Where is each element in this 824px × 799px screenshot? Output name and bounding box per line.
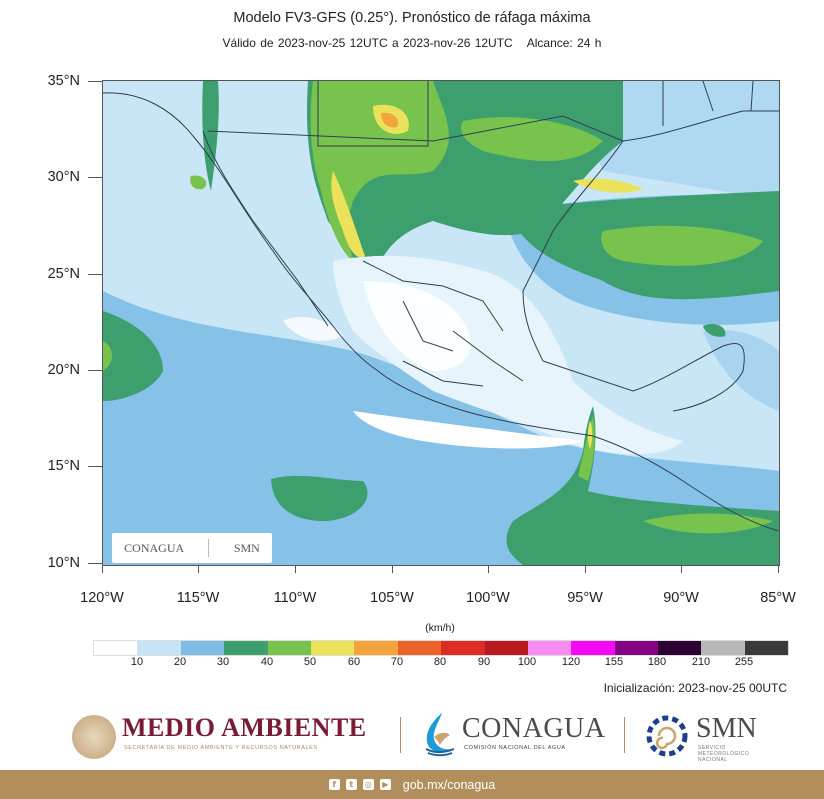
colorbar-swatch	[94, 641, 138, 655]
initialization-time: Inicialización: 2023-nov-25 00UTC	[603, 681, 787, 695]
colorbar-label: 40	[260, 656, 274, 668]
lon-label: 115°W	[176, 590, 220, 606]
colorbar-swatch	[137, 641, 181, 655]
conagua-subtitle: COMISIÓN NACIONAL DEL AGUA	[464, 745, 566, 751]
colorbar-label: 30	[216, 656, 230, 668]
smn-logo-icon	[646, 715, 688, 757]
smn-subtitle: SERVICIO METEOROLÓGICO NACIONAL	[698, 745, 750, 763]
lon-tick	[295, 565, 296, 573]
facebook-icon[interactable]: f	[328, 779, 340, 790]
valid-period: Válido de 2023-nov-25 12UTC a 2023-nov-2…	[222, 36, 513, 50]
lon-label: 100°W	[466, 590, 510, 606]
lon-label: 85°W	[760, 590, 796, 606]
colorbar-swatch	[701, 641, 745, 655]
medio-ambiente-subtitle: SECRETARÍA DE MEDIO AMBIENTE Y RECURSOS …	[124, 745, 318, 751]
lon-label: 120°W	[80, 590, 124, 606]
colorbar-swatch	[224, 641, 268, 655]
conagua-title: CONAGUA	[462, 713, 606, 744]
lat-tick	[88, 81, 102, 82]
lon-tick	[392, 565, 393, 573]
lat-tick	[88, 370, 102, 371]
colorbar-swatch	[397, 641, 442, 655]
lon-tick	[198, 565, 199, 573]
colorbar-labels: 10 20 30 40 50 60 70 80 90 100 120 155 1…	[0, 656, 824, 672]
medio-ambiente-title: MEDIO AMBIENTE	[122, 713, 367, 742]
footer-bar: f t ◎ ▶ gob.mx/conagua	[0, 770, 824, 799]
colorbar-label: 155	[604, 656, 624, 668]
lon-label: 110°W	[273, 590, 317, 606]
map-title: Modelo FV3-GFS (0.25°). Pronóstico de rá…	[233, 10, 591, 26]
conagua-logo-icon	[425, 713, 455, 757]
lat-label: 15°N	[47, 458, 80, 474]
colorbar-swatch	[744, 641, 789, 655]
wind-gust-map	[102, 80, 780, 566]
lon-tick	[585, 565, 586, 573]
colorbar-label: 90	[477, 656, 491, 668]
map-inset-logos: CONAGUA SMN	[112, 533, 272, 563]
lat-label: 20°N	[47, 362, 80, 378]
footer-url-link[interactable]: gob.mx/conagua	[402, 777, 496, 792]
lat-tick	[88, 563, 102, 564]
colorbar-unit: (km/h)	[425, 622, 455, 634]
colorbar-swatch	[267, 641, 311, 655]
lon-tick	[778, 565, 779, 573]
lat-tick	[88, 274, 102, 275]
inset-smn-logo: SMN	[233, 540, 260, 555]
logo-divider	[400, 717, 401, 753]
map-graphic	[103, 81, 779, 565]
lon-label: 95°W	[567, 590, 603, 606]
colorbar-label: 10	[130, 656, 144, 668]
colorbar-swatch	[354, 641, 398, 655]
colorbar-swatch	[310, 641, 355, 655]
logo-divider	[624, 717, 625, 753]
colorbar-label: 80	[433, 656, 447, 668]
colorbar-label: 60	[347, 656, 361, 668]
colorbar-label: 20	[173, 656, 187, 668]
colorbar-swatch	[658, 641, 702, 655]
youtube-icon[interactable]: ▶	[379, 779, 391, 790]
lon-label: 90°W	[663, 590, 699, 606]
colorbar-label: 70	[390, 656, 404, 668]
footer-logos: MEDIO AMBIENTE SECRETARÍA DE MEDIO AMBIE…	[0, 705, 824, 767]
colorbar-swatch	[180, 641, 225, 655]
lat-tick	[88, 177, 102, 178]
map-subtitle: Válido de 2023-nov-25 12UTC a 2023-nov-2…	[0, 36, 824, 50]
colorbar-label: 210	[691, 656, 711, 668]
lat-label: 10°N	[47, 555, 80, 571]
colorbar-swatch	[571, 641, 615, 655]
colorbar-label: 120	[561, 656, 581, 668]
lat-label: 25°N	[47, 266, 80, 282]
colorbar-swatch	[484, 641, 528, 655]
colorbar-swatch	[527, 641, 572, 655]
inset-conagua-logo: CONAGUA	[124, 540, 185, 555]
lat-label: 35°N	[47, 73, 80, 89]
mexico-emblem-icon	[72, 715, 116, 759]
colorbar-label: 50	[303, 656, 317, 668]
colorbar-label: 180	[647, 656, 667, 668]
colorbar-swatch	[614, 641, 659, 655]
lat-tick	[88, 466, 102, 467]
colorbar-swatch	[441, 641, 485, 655]
colorbar	[93, 640, 790, 656]
smn-title: SMN	[696, 713, 757, 744]
colorbar-label: 100	[517, 656, 537, 668]
lat-label: 30°N	[47, 169, 80, 185]
instagram-icon[interactable]: ◎	[362, 779, 374, 790]
lon-label: 105°W	[370, 590, 414, 606]
lon-tick	[488, 565, 489, 573]
colorbar-label: 255	[734, 656, 754, 668]
inset-logo-divider	[208, 539, 210, 557]
lead-time: Alcance: 24 h	[526, 36, 602, 50]
twitter-icon[interactable]: t	[345, 779, 357, 790]
lon-tick	[681, 565, 682, 573]
lon-tick	[102, 565, 103, 573]
